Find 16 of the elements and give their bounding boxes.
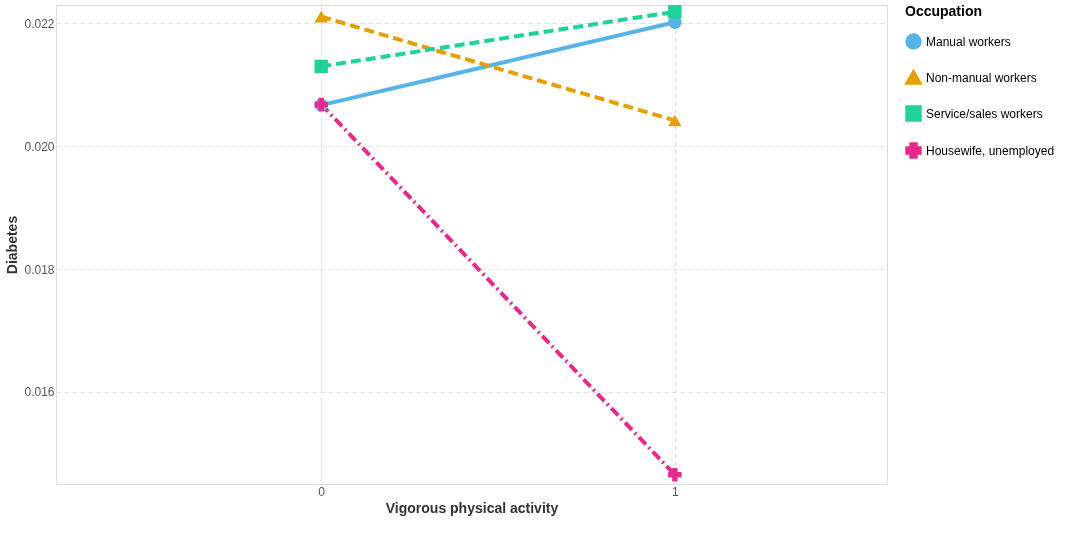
- x-tick-label: 0: [318, 484, 326, 499]
- point: [314, 59, 328, 74]
- legend-label: Housewife, unemployed: [926, 143, 1055, 158]
- y-axis-title: Diabetes: [4, 215, 21, 275]
- legend-label: Non-manual workers: [926, 70, 1037, 85]
- point: [668, 5, 682, 19]
- y-tick-label: 0.020: [24, 139, 55, 154]
- x-axis-title: Vigorous physical activity: [385, 499, 559, 516]
- legend-label: Service/sales workers: [926, 106, 1043, 121]
- y-tick-label: 0.018: [24, 262, 55, 277]
- point: [668, 468, 682, 482]
- y-tick-label: 0.016: [24, 385, 55, 400]
- legend-label: Manual workers: [926, 34, 1011, 49]
- x-tick-label: 1: [671, 484, 679, 499]
- legend-title: Occupation: [905, 3, 983, 19]
- y-tick-label: 0.022: [24, 16, 55, 31]
